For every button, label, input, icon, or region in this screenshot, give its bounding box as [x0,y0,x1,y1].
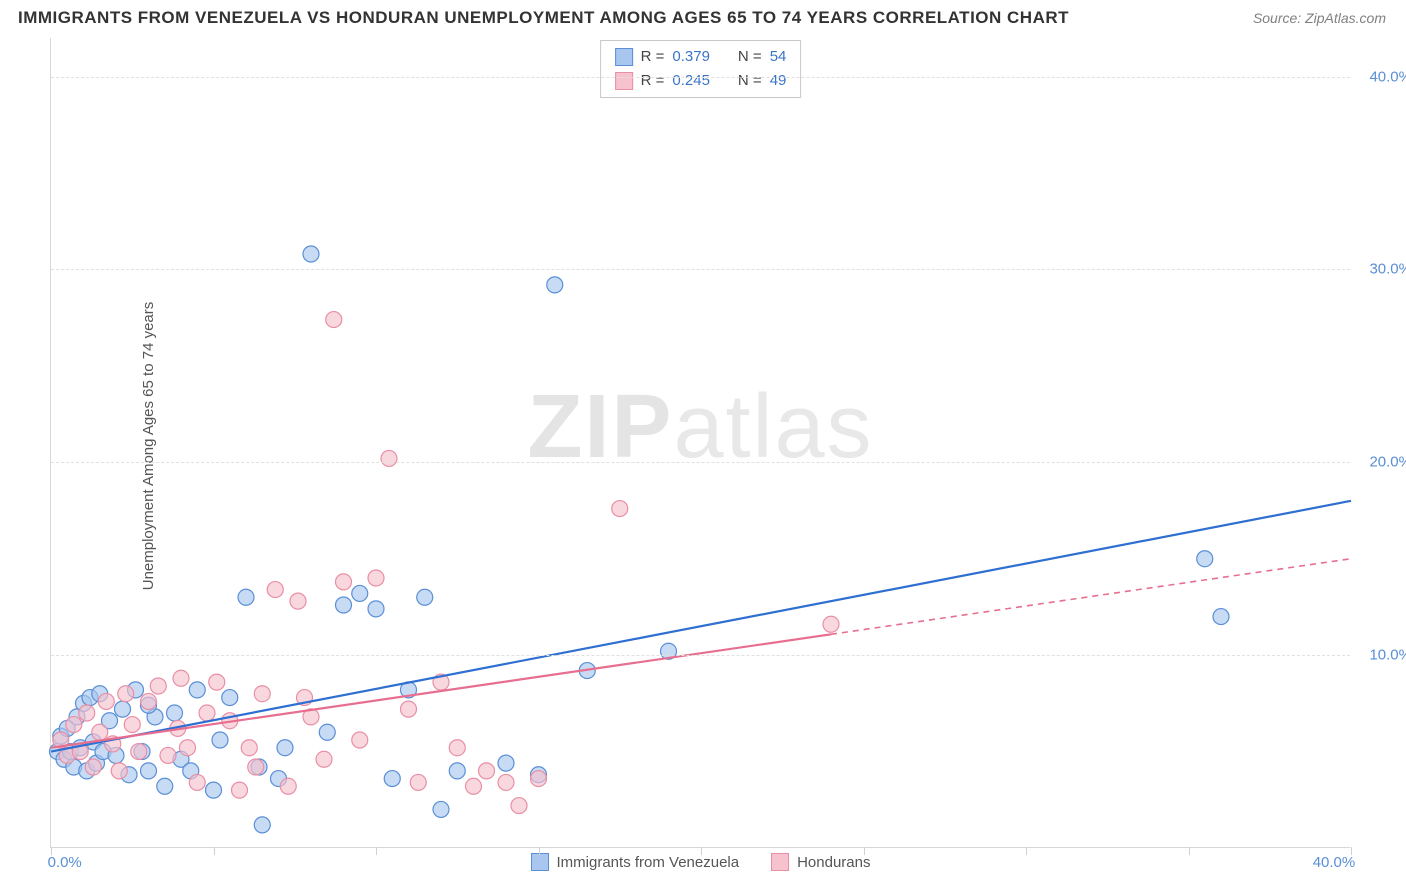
legend-swatch-venezuela [531,853,549,871]
x-tick [1189,847,1190,855]
n-value: 54 [770,45,787,69]
stats-row-venezuela: R = 0.379 N = 54 [615,45,787,69]
gridline [51,77,1350,78]
gridline [51,655,1350,656]
legend-swatch-venezuela [615,48,633,66]
x-tick [864,847,865,855]
r-label: R = [641,45,665,69]
r-value: 0.245 [672,69,710,93]
gridline [51,269,1350,270]
legend-swatch-hondurans [771,853,789,871]
source-label: Source: [1253,10,1301,26]
x-tick-label: 0.0% [48,854,82,871]
legend-item-hondurans: Hondurans [771,853,870,871]
stats-row-hondurans: R = 0.245 N = 49 [615,69,787,93]
legend-item-venezuela: Immigrants from Venezuela [531,853,740,871]
legend-label: Hondurans [797,854,870,871]
series-legend: Immigrants from Venezuela Hondurans [531,853,871,871]
source-value: ZipAtlas.com [1305,10,1386,26]
x-tick [539,847,540,855]
n-label: N = [738,69,762,93]
y-tick-label: 30.0% [1369,261,1406,278]
trend-line-hondurans [51,634,831,747]
gridline [51,462,1350,463]
n-value: 49 [770,69,787,93]
legend-swatch-hondurans [615,72,633,90]
source-attribution: Source: ZipAtlas.com [1253,10,1386,26]
trend-line-hondurans-dashed [831,559,1351,635]
plot-area: ZIPatlas R =0.379N =54R =0.245N =49 Immi… [50,38,1350,848]
y-tick-label: 20.0% [1369,454,1406,471]
x-tick [376,847,377,855]
x-tick [214,847,215,855]
legend-label: Immigrants from Venezuela [557,854,740,871]
r-label: R = [641,69,665,93]
stats-legend: R = 0.379 N = 54 R = 0.245 N = 49 [600,40,802,98]
x-tick [701,847,702,855]
n-label: N = [738,45,762,69]
chart-title: IMMIGRANTS FROM VENEZUELA VS HONDURAN UN… [18,8,1069,28]
x-tick-label: 40.0% [1313,854,1356,871]
r-value: 0.379 [672,45,710,69]
x-tick [1026,847,1027,855]
trend-lines-layer [51,38,1350,847]
y-tick-label: 40.0% [1369,68,1406,85]
y-tick-label: 10.0% [1369,647,1406,664]
trend-line-venezuela [51,501,1351,752]
